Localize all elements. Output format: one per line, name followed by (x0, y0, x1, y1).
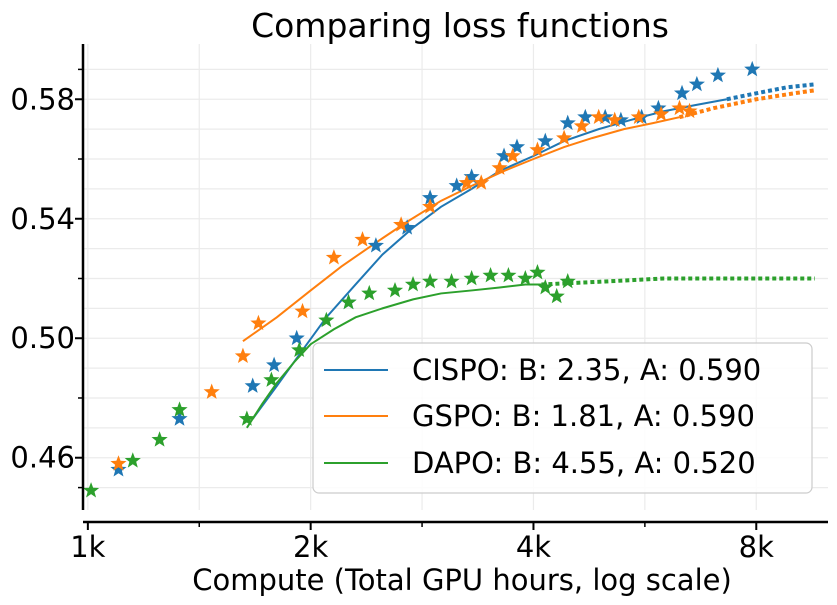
x-tick-label: 2k (293, 530, 328, 564)
data-point-dapo (124, 452, 141, 468)
legend: CISPO: B: 2.35, A: 0.590 GSPO: B: 1.81, … (312, 342, 813, 494)
data-point-cispo (463, 168, 480, 184)
y-tick-label: 0.46 (10, 441, 75, 475)
x-tick-label: 4k (516, 530, 551, 564)
data-point-cispo (508, 138, 526, 154)
data-point-gspo (325, 249, 342, 265)
data-point-gspo (590, 108, 607, 125)
data-point-cispo (688, 75, 705, 92)
data-points (82, 60, 761, 498)
data-point-dapo (559, 272, 576, 289)
data-point-dapo (529, 264, 546, 280)
data-point-cispo (537, 132, 554, 148)
data-point-dapo (171, 401, 188, 417)
data-point-dapo (500, 267, 517, 283)
data-point-cispo (110, 461, 127, 477)
data-point-dapo (443, 272, 460, 289)
legend-label-dapo: DAPO: B: 4.55, A: 0.520 (412, 446, 756, 480)
x-tick-label: 1k (70, 530, 105, 564)
data-point-cispo (577, 108, 594, 125)
extrapolation-line-gspo (678, 88, 816, 120)
data-point-gspo (458, 174, 475, 190)
data-point-cispo (673, 84, 691, 101)
data-point-cispo (448, 177, 465, 193)
chart-title: Comparing loss functions (251, 6, 669, 45)
data-point-gspo (473, 174, 490, 190)
y-tick-label: 0.54 (10, 202, 75, 236)
data-point-cispo (612, 111, 629, 128)
axes (81, 44, 828, 524)
data-point-gspo (573, 117, 590, 134)
data-point-gspo (630, 108, 647, 125)
data-point-gspo (393, 216, 410, 232)
legend-label-gspo: GSPO: B: 1.81, A: 0.590 (412, 399, 755, 433)
data-point-gspo (422, 198, 439, 214)
data-point-cispo (559, 114, 576, 131)
data-point-gspo (234, 347, 252, 364)
data-point-dapo (263, 371, 280, 387)
x-axis-label: Compute (Total GPU hours, log scale) (192, 563, 732, 597)
data-point-cispo (650, 99, 667, 116)
fit-line-dapo (246, 283, 542, 429)
data-point-gspo (203, 383, 220, 399)
data-point-dapo (537, 278, 554, 295)
data-point-gspo (606, 111, 623, 128)
data-point-gspo (491, 159, 508, 175)
extrapolation-line-dapo (541, 276, 815, 287)
data-point-gspo (504, 147, 521, 163)
y-tick-label: 0.58 (10, 82, 75, 116)
data-point-dapo (238, 410, 255, 426)
data-point-gspo (681, 102, 698, 119)
data-point-cispo (171, 410, 188, 426)
data-point-dapo (291, 341, 308, 358)
data-point-dapo (361, 284, 378, 301)
data-point-dapo (422, 272, 439, 289)
data-point-cispo (399, 219, 416, 235)
data-point-dapo (82, 482, 100, 498)
legend-box (312, 342, 813, 494)
data-point-gspo (671, 99, 688, 116)
data-point-gspo (556, 129, 573, 145)
data-point-dapo (404, 275, 422, 292)
data-point-dapo (548, 287, 565, 304)
data-point-cispo (495, 147, 513, 163)
x-tick-label: 8k (739, 530, 774, 564)
data-point-dapo (386, 281, 404, 298)
y-tick-label: 0.50 (10, 321, 75, 355)
data-point-cispo (744, 60, 761, 77)
data-point-dapo (463, 269, 480, 286)
legend-label-cispo: CISPO: B: 2.35, A: 0.590 (412, 353, 761, 387)
data-point-gspo (653, 105, 670, 122)
data-point-cispo (288, 329, 305, 346)
data-point-gspo (294, 302, 311, 319)
data-point-gspo (250, 314, 267, 331)
data-point-dapo (340, 293, 357, 310)
data-point-gspo (354, 231, 371, 247)
data-point-dapo (151, 431, 168, 447)
data-point-dapo (517, 269, 534, 286)
data-point-gspo (110, 455, 127, 471)
data-point-dapo (318, 311, 335, 328)
fit-line-gspo (242, 116, 680, 343)
data-point-dapo (482, 267, 499, 283)
data-point-cispo (597, 108, 614, 125)
data-point-cispo (422, 189, 439, 205)
data-point-cispo (266, 356, 283, 372)
data-point-gspo (529, 141, 546, 157)
extrapolation-line-cispo (726, 82, 816, 102)
data-point-cispo (367, 237, 384, 253)
axis-ticks: 1k 2k 4k 8k 0.46 0.50 0.54 0.58 (10, 68, 774, 564)
data-point-cispo (709, 66, 726, 83)
data-point-cispo (244, 377, 261, 393)
